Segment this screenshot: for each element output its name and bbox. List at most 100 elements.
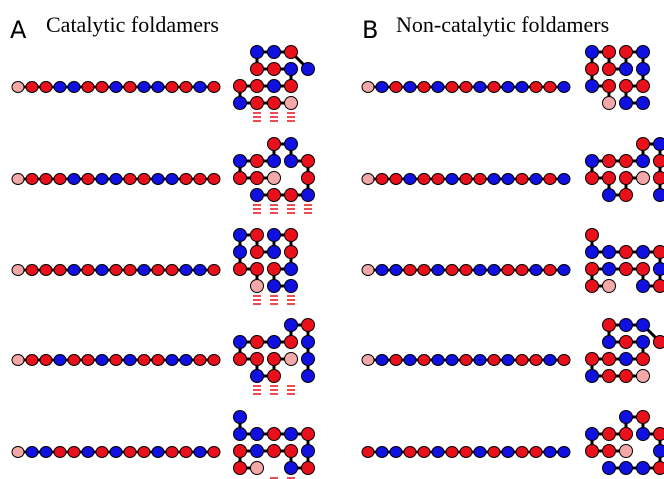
bead: [26, 265, 38, 276]
bead: [620, 63, 633, 76]
bead: [620, 97, 633, 110]
bead: [234, 336, 247, 349]
bead: [285, 189, 298, 202]
bead: [637, 319, 650, 332]
bead: [637, 280, 650, 293]
bead: [12, 355, 24, 366]
bead: [603, 246, 616, 259]
bead: [268, 428, 281, 441]
bead: [586, 263, 599, 276]
bead: [194, 82, 206, 93]
bead: [654, 172, 664, 185]
bead: [502, 447, 514, 458]
bead: [418, 174, 430, 185]
bead: [166, 265, 178, 276]
bead: [654, 155, 664, 168]
bead: [12, 82, 24, 93]
bead: [603, 462, 616, 475]
bead: [603, 428, 616, 441]
backbone: [592, 144, 660, 195]
bead: [516, 174, 528, 185]
bead: [620, 80, 633, 93]
bead: [558, 174, 570, 185]
bead: [544, 355, 556, 366]
bead: [68, 355, 80, 366]
bead: [654, 189, 664, 202]
bead: [603, 155, 616, 168]
bead: [516, 265, 528, 276]
bead: [390, 174, 402, 185]
bead: [26, 447, 38, 458]
bead: [637, 172, 650, 185]
bead: [82, 355, 94, 366]
bead: [603, 319, 616, 332]
backbone: [592, 417, 660, 468]
bead: [603, 172, 616, 185]
bead: [637, 336, 650, 349]
bead: [603, 445, 616, 458]
bead: [654, 263, 664, 276]
bead: [285, 138, 298, 151]
bead: [234, 97, 247, 110]
bead: [234, 263, 247, 276]
bead: [488, 447, 500, 458]
bead: [637, 462, 650, 475]
backbone: [592, 325, 660, 376]
bead: [251, 428, 264, 441]
panel-letter: A: [10, 16, 27, 44]
bead: [603, 63, 616, 76]
bead: [586, 229, 599, 242]
bead: [234, 462, 247, 475]
bead: [432, 447, 444, 458]
bead: [251, 263, 264, 276]
bead: [620, 462, 633, 475]
bead: [285, 246, 298, 259]
bead: [516, 447, 528, 458]
bead: [516, 355, 528, 366]
bead: [654, 280, 664, 293]
bead: [208, 174, 220, 185]
bead: [194, 265, 206, 276]
bead: [152, 82, 164, 93]
bead: [124, 265, 136, 276]
bead: [268, 280, 281, 293]
bead: [54, 265, 66, 276]
bead: [488, 355, 500, 366]
backbone: [592, 235, 660, 286]
bead: [194, 174, 206, 185]
bead: [502, 355, 514, 366]
bead: [268, 155, 281, 168]
bead: [390, 82, 402, 93]
bead: [637, 411, 650, 424]
bead: [268, 229, 281, 242]
bead: [68, 447, 80, 458]
bead: [603, 80, 616, 93]
bead: [544, 447, 556, 458]
bead: [376, 174, 388, 185]
bead: [302, 319, 315, 332]
bead: [166, 82, 178, 93]
bead: [376, 447, 388, 458]
bead: [620, 428, 633, 441]
bead: [620, 46, 633, 59]
bead: [110, 265, 122, 276]
bead: [268, 445, 281, 458]
bead: [82, 174, 94, 185]
backbone: [240, 325, 308, 376]
bead: [152, 447, 164, 458]
bead: [558, 355, 570, 366]
bead: [285, 97, 298, 110]
bead: [268, 189, 281, 202]
bead: [40, 265, 52, 276]
bead: [460, 82, 472, 93]
bead: [302, 445, 315, 458]
panel-title: Catalytic foldamers: [46, 12, 219, 37]
bead: [166, 174, 178, 185]
bead: [285, 263, 298, 276]
bead: [620, 370, 633, 383]
bead: [302, 336, 315, 349]
bead: [544, 82, 556, 93]
bead: [138, 82, 150, 93]
bead: [302, 370, 315, 383]
bead: [68, 174, 80, 185]
